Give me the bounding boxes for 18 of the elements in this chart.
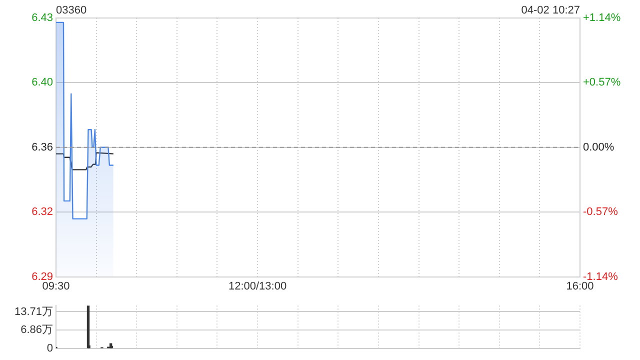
x-tick-label: 09:30: [42, 280, 70, 292]
y-tick-label: 6.40: [32, 76, 53, 89]
y-tick-label: 13.71万: [14, 306, 53, 318]
y2-tick-label: +1.14%: [583, 12, 621, 24]
y2-tick-label: -1.14%: [583, 270, 618, 283]
y-tick-label: 6.36: [32, 141, 53, 154]
x-tick-label: 12:00/13:00: [228, 280, 287, 292]
y2-tick-label: +0.57%: [583, 76, 621, 89]
x-tick-label: 16:00: [566, 280, 594, 292]
chart-title: 03360: [56, 4, 87, 17]
text: 04-02 10:27: [521, 4, 580, 17]
y-tick-label: 0: [46, 342, 53, 354]
y-tick-label: 6.29: [32, 270, 53, 283]
y2-tick-label: -0.57%: [583, 206, 618, 218]
y-tick-label: 6.43: [32, 12, 53, 24]
y-tick-label: 6.86万: [20, 324, 53, 336]
y2-tick-label: 0.00%: [583, 141, 614, 154]
y-tick-label: 6.32: [32, 206, 53, 218]
